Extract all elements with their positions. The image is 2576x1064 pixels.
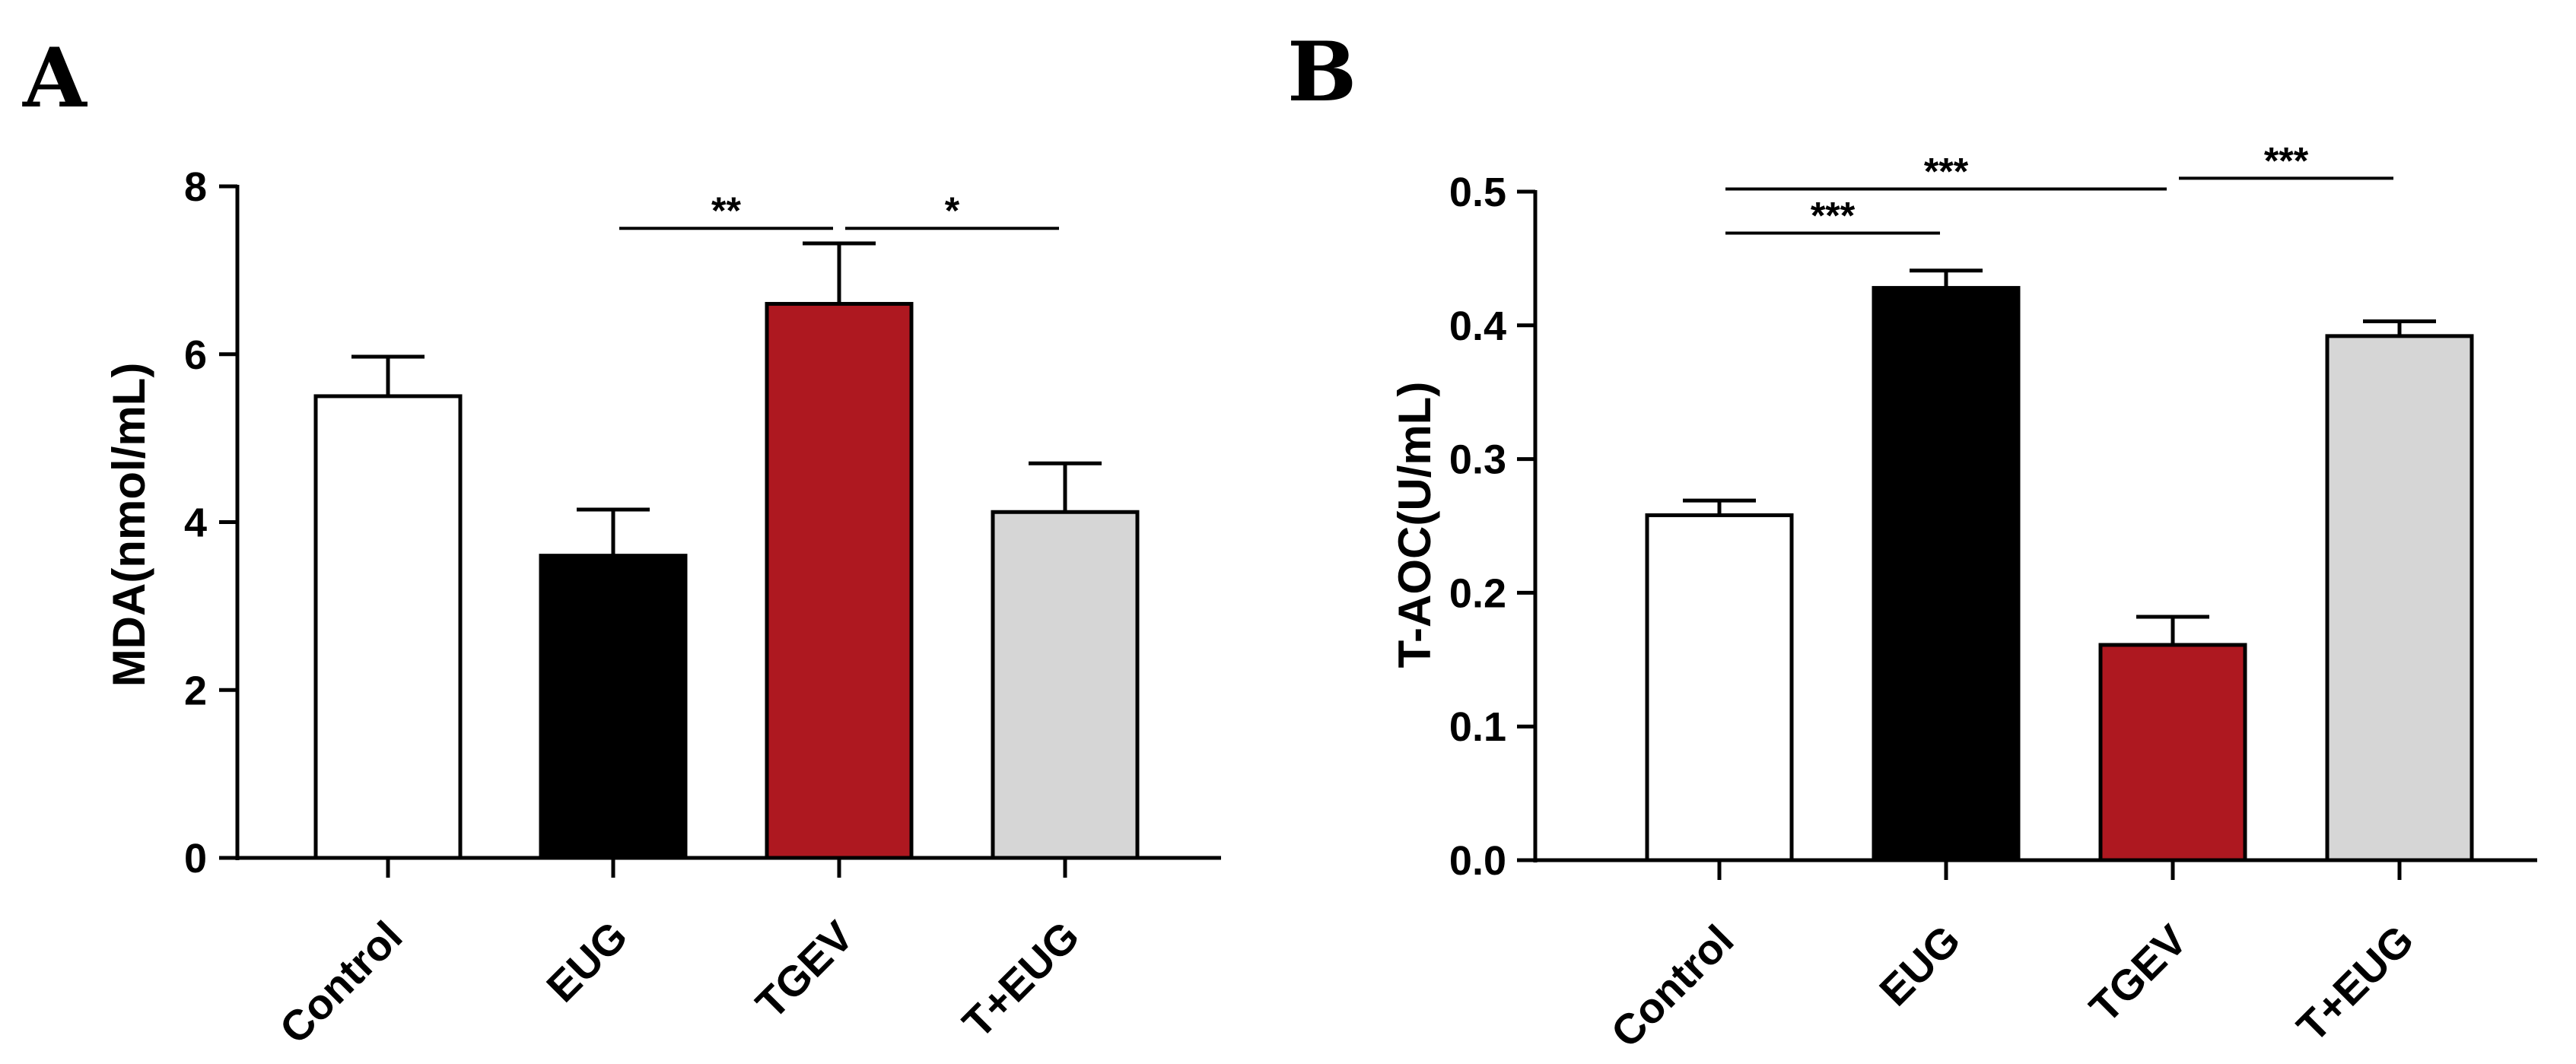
y-axis-title: T-AOC(U/mL) [1389,382,1440,669]
panel-b: B 0.0 0.1 0.2 0.3 0.4 0.5 T-AOC(U/mL) Control EU… [1287,24,2537,1056]
bar-eug [1872,286,2021,862]
significance-label: * [945,189,960,232]
y-tick-label: 0.2 [1449,570,1506,616]
panel-letter-a: A [22,30,88,126]
y-tick-label: 0.1 [1449,704,1506,750]
x-tick-label: TGEV [2080,916,2196,1031]
bar-eug [539,554,688,860]
x-tick-label: Control [270,912,411,1053]
significance-label: ** [711,189,741,232]
bar-t-eug [991,510,1140,860]
significance-label: *** [1811,194,1856,237]
significance-label: *** [1924,150,1969,192]
x-tick-label: TGEV [746,912,862,1027]
panel-letter-b: B [1287,24,1356,120]
y-tick-label: 0.4 [1449,303,1506,349]
t-aoc-bar-chart: 0.0 0.1 0.2 0.3 0.4 0.5 T-AOC(U/mL) Control EUG T… [1389,139,2537,1056]
y-tick-label: 2 [184,668,207,713]
x-tick-label: T+EUG [2288,916,2423,1051]
x-tick-label: T+EUG [953,912,1089,1047]
y-tick-label: 0 [184,836,207,881]
y-tick-label: 0.3 [1449,437,1506,483]
y-tick-label: 6 [184,332,207,378]
bar-tgev [765,302,914,860]
x-tick-label: EUG [537,912,636,1011]
significance-label: *** [2264,139,2309,182]
bar-tgev [2098,643,2247,862]
x-tick-label: EUG [1870,916,1969,1015]
bar-t-eug [2325,334,2474,862]
y-tick-label: 0.0 [1449,838,1506,884]
x-tick-label: Control [1601,916,1742,1056]
bar-control [313,394,463,860]
y-tick-label: 8 [184,164,207,210]
y-tick-label: 0.5 [1449,170,1506,215]
bar-control [1645,513,1794,862]
y-axis-title: MDA(nmol/mL) [103,363,154,688]
y-tick-label: 4 [184,500,207,546]
